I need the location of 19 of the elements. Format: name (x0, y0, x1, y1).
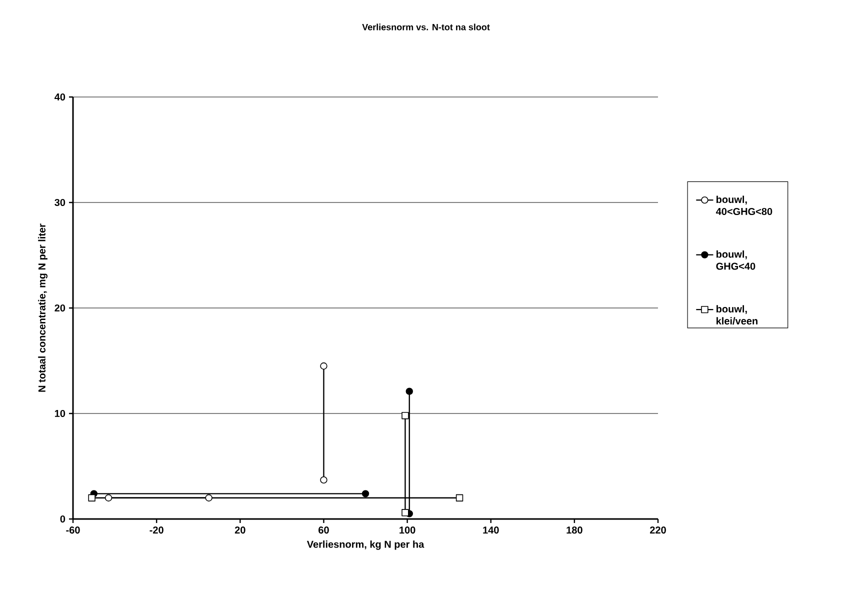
x-tick-label: -20 (150, 526, 164, 534)
y-axis-title: N totaal concentratie, mg N per liter (38, 224, 48, 392)
y-tick-label: 20 (54, 304, 66, 312)
x-tick-label: 60 (318, 526, 329, 534)
y-tick-label: 30 (54, 198, 66, 206)
x-axis-title: Verliesnorm, kg N per ha (306, 540, 424, 550)
y-tick-label: 10 (54, 410, 66, 418)
x-tick-label: 220 (650, 526, 666, 534)
legend-label: bouwl, klei/veen (716, 305, 758, 325)
x-tick-label: 140 (483, 526, 499, 534)
y-tick-label: 0 (60, 515, 66, 523)
y-tick-label: 40 (54, 93, 66, 101)
legend-label: bouwl, 40<GHG<80 (716, 196, 772, 216)
x-tick-label: 20 (234, 526, 246, 534)
chart-title: Verliesnorm vs. N-tot na sloot (362, 24, 490, 30)
x-tick-label: 100 (400, 526, 416, 534)
legend-label: bouwl, GHG<40 (716, 250, 756, 270)
x-tick-label: 180 (566, 526, 582, 534)
x-tick-label: -60 (66, 526, 80, 534)
